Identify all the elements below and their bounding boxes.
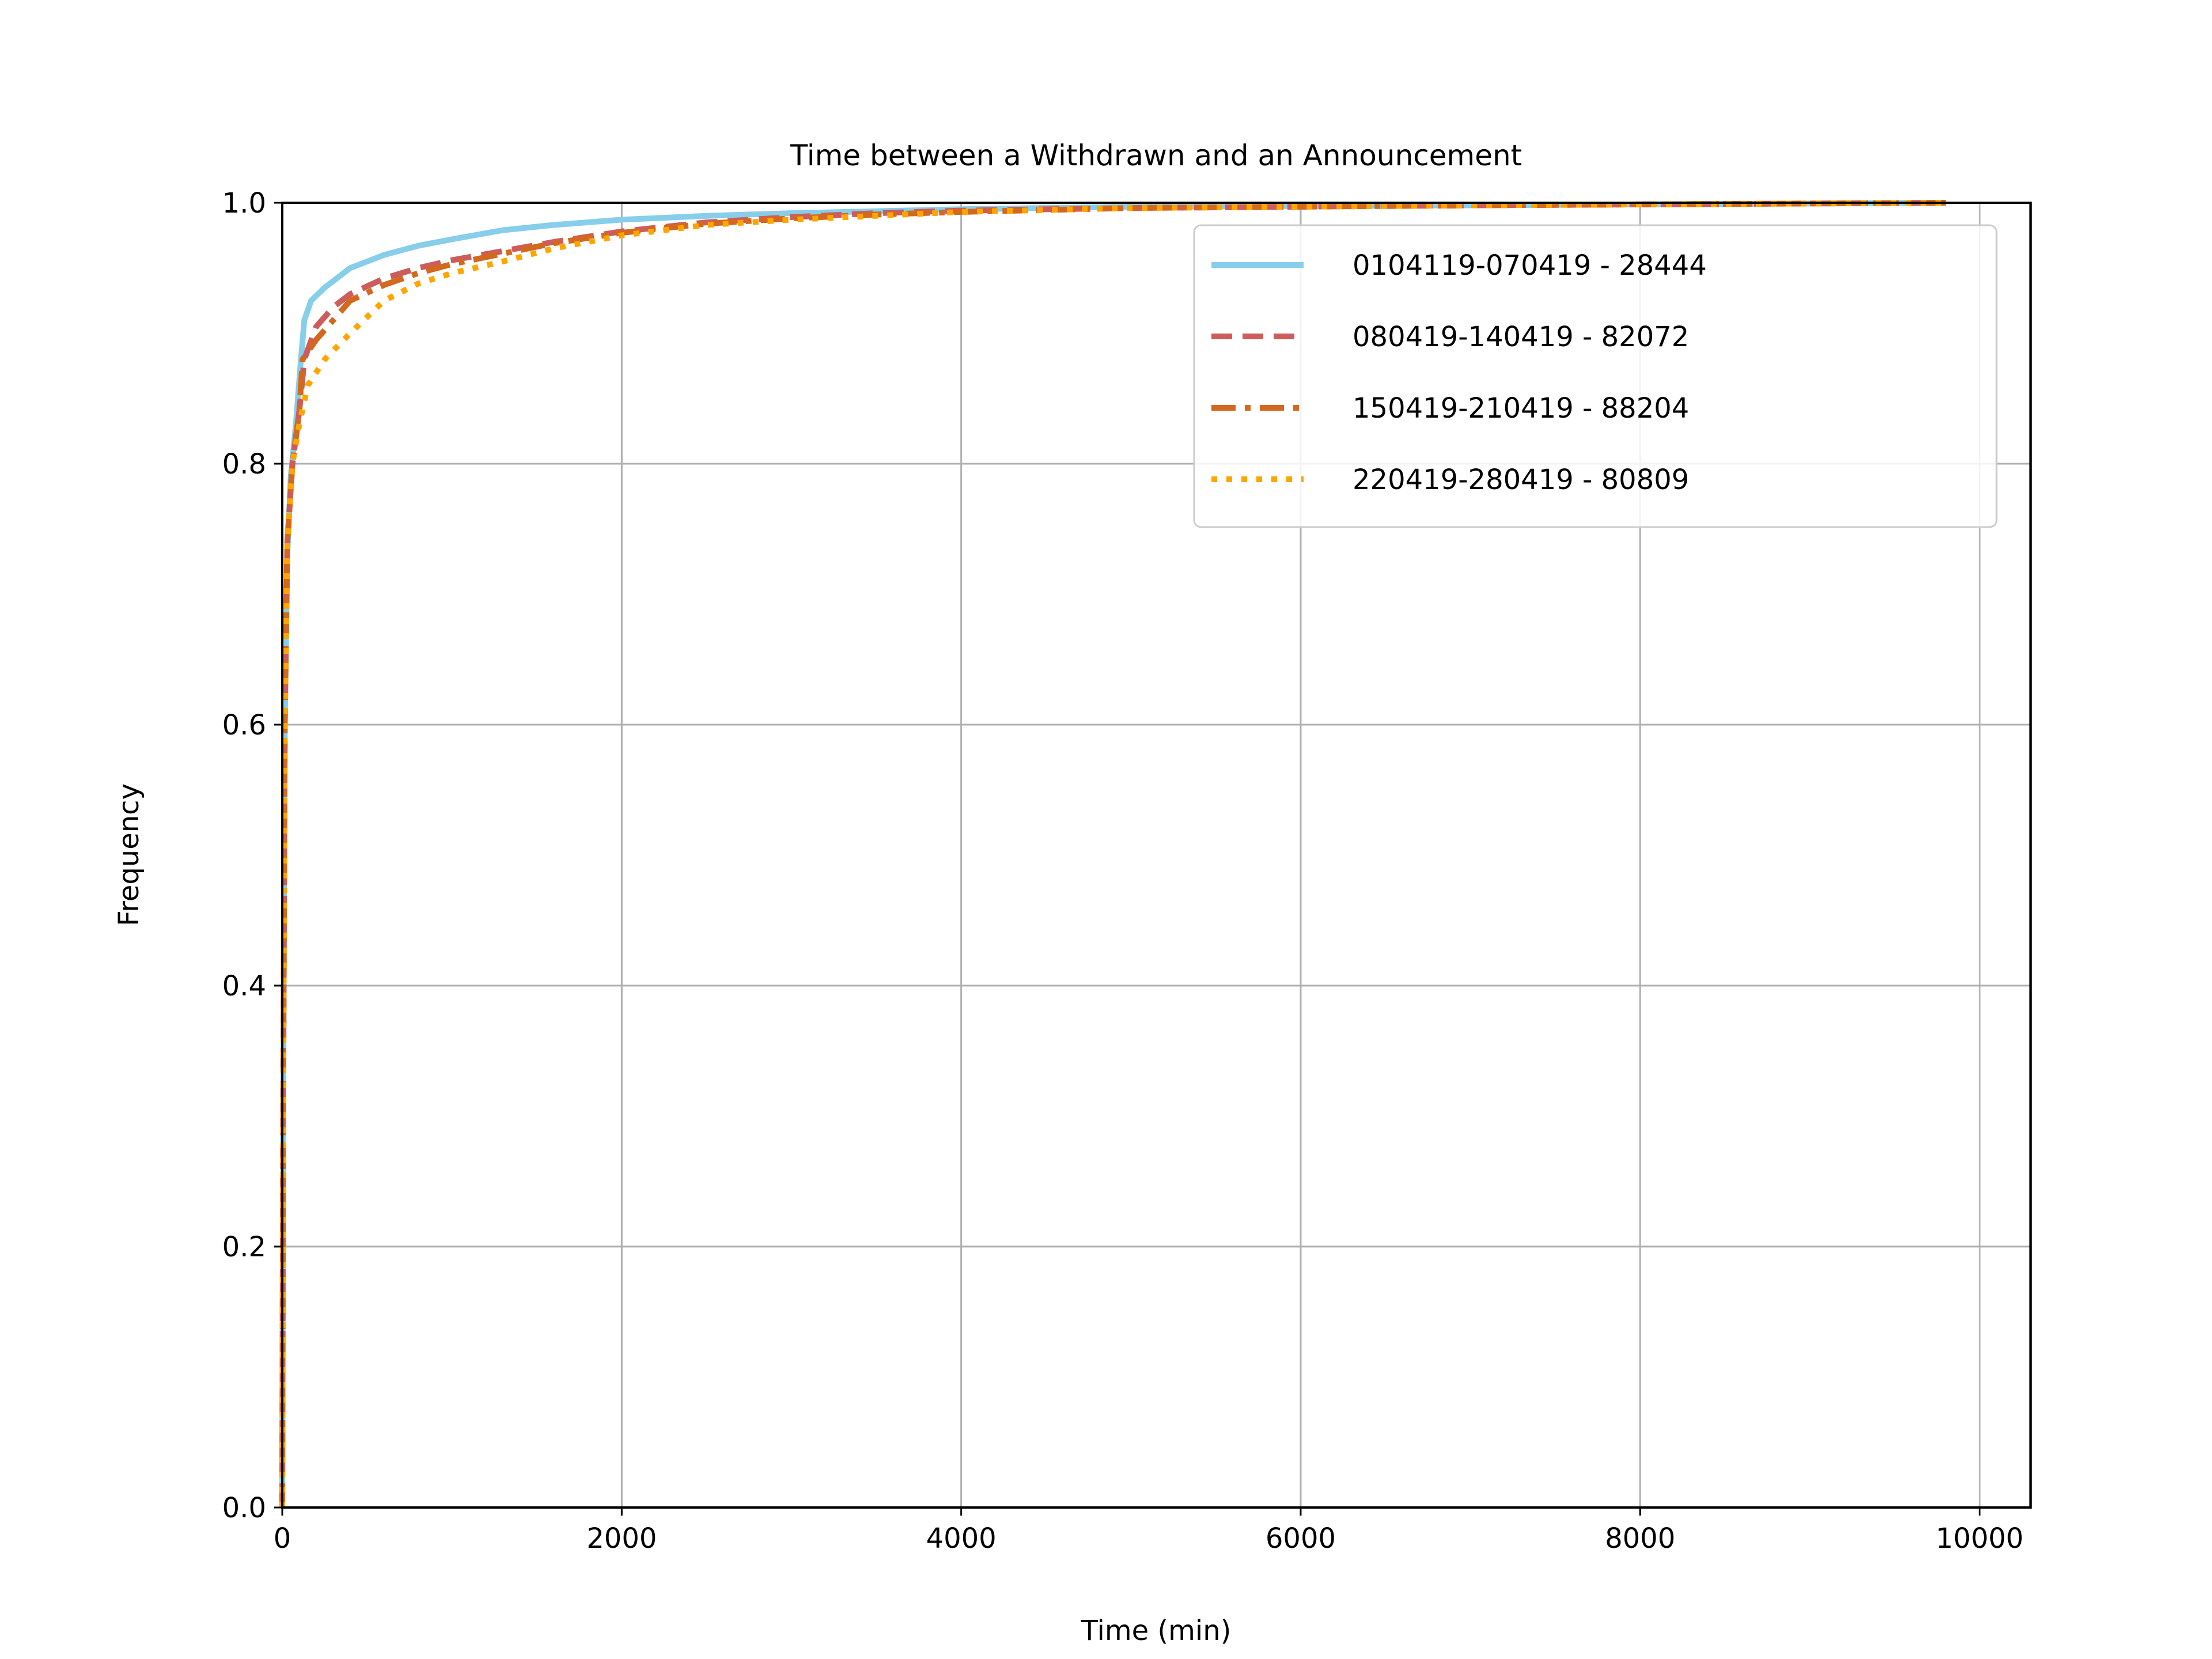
y-axis-label: Frequency <box>113 783 145 926</box>
x-tick-label: 6000 <box>1266 1522 1336 1555</box>
legend-box <box>1193 224 1998 528</box>
axis-ticks: 0 2000 4000 6000 8000 10000 0.0 0.2 0.4 0.6 0.8 1.0 <box>222 187 2024 1555</box>
legend-label: 080419-140419 - 82072 <box>1353 321 1689 353</box>
y-tick-label: 0.4 <box>222 970 266 1002</box>
x-tick-label: 8000 <box>1605 1522 1675 1555</box>
legend-label: 150419-210419 - 88204 <box>1353 392 1689 425</box>
plot-frame <box>281 202 2032 1509</box>
y-tick-label: 0.8 <box>222 448 266 480</box>
y-tick-label: 0.2 <box>222 1231 266 1263</box>
y-tick-label: 1.0 <box>222 187 266 219</box>
series-lines <box>279 200 1946 1508</box>
legend-label: 220419-280419 - 80809 <box>1353 464 1689 496</box>
x-axis-label: Time (min) <box>1081 1615 1232 1647</box>
legend-label: 0104119-070419 - 28444 <box>1353 249 1707 282</box>
x-tick-label: 2000 <box>586 1522 657 1555</box>
x-tick-label: 10000 <box>1936 1522 2024 1555</box>
chart-title: Time between a Withdrawn and an Announce… <box>790 139 1522 172</box>
legend: 0104119-070419 - 28444 080419-140419 - 82… <box>1193 224 1998 528</box>
series-line <box>279 200 1946 1508</box>
x-tick-label: 4000 <box>926 1522 997 1555</box>
x-tick-label: 0 <box>274 1522 291 1555</box>
y-tick-label: 0.6 <box>222 709 266 741</box>
y-tick-label: 0.0 <box>222 1492 266 1524</box>
series-line <box>279 200 1946 1508</box>
